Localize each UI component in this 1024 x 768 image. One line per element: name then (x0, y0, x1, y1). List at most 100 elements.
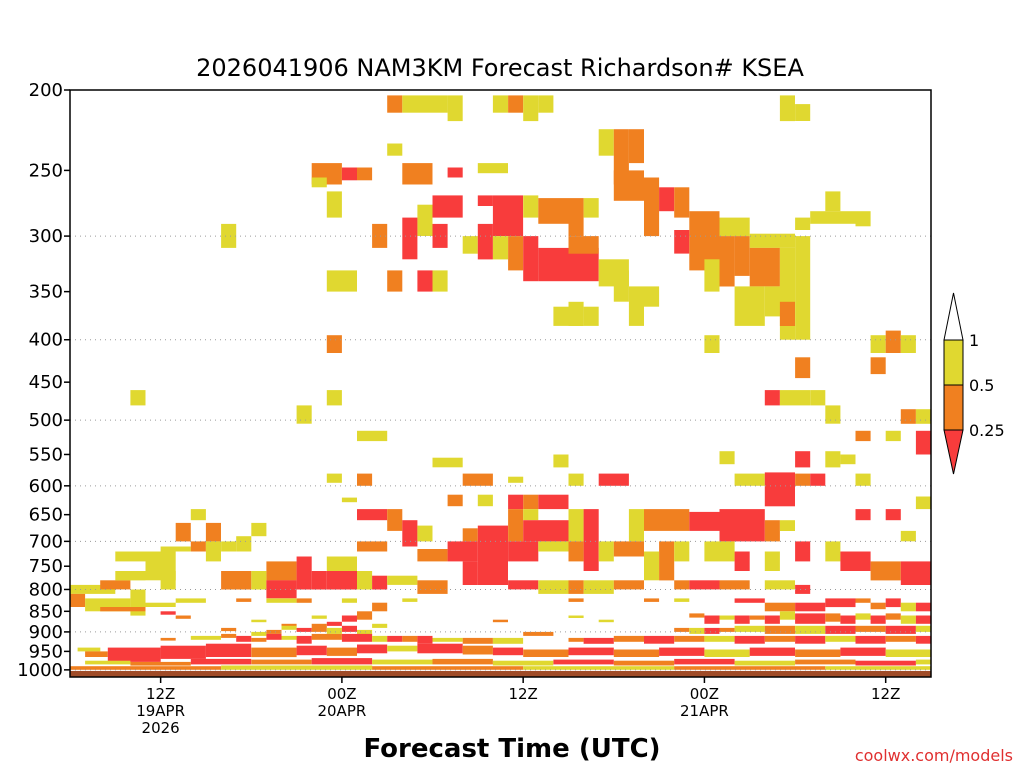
ri-cell-low (900, 561, 931, 585)
ri-cell-high (885, 430, 901, 442)
ri-cell-high (77, 647, 101, 652)
ri-cell-high (764, 580, 795, 590)
ri-cell-high (492, 236, 508, 260)
ri-cell-mid (402, 163, 433, 185)
ri-cell-high (870, 335, 886, 353)
ri-cell-high (825, 666, 931, 670)
ri-cell-high (734, 473, 765, 486)
ri-cell-low (795, 451, 811, 468)
ri-cell-high (795, 236, 811, 340)
ri-cell-low (523, 236, 539, 282)
ri-cell-low (341, 633, 373, 642)
ri-cell-mid (462, 637, 493, 644)
y-tick-label: 200 (29, 80, 63, 101)
ri-cell-high (749, 233, 795, 248)
ri-cell-low (734, 615, 750, 624)
ri-cell-mid (175, 522, 191, 542)
ri-cell-mid (311, 623, 327, 632)
ri-cell-high (764, 551, 780, 571)
ri-cell-mid (296, 598, 312, 603)
ri-cell-high (281, 625, 297, 630)
ri-cell-high (477, 163, 508, 174)
ri-cell-high (553, 454, 569, 468)
x-tick-label: 12Z (871, 685, 900, 703)
ri-cell-low (795, 613, 826, 624)
ri-cell-high (704, 635, 735, 642)
ri-cell-high (825, 451, 841, 468)
ri-cell-mid (372, 602, 388, 612)
ri-cell-mid (870, 357, 886, 375)
ri-cell-high (266, 598, 297, 603)
ri-cell-mid (100, 607, 146, 612)
ri-cell-high (326, 390, 342, 406)
ri-cell-mid (628, 129, 644, 164)
ri-cell-mid (719, 627, 735, 632)
legend-swatch-below-0.25 (943, 429, 964, 475)
ri-cell-mid (674, 580, 690, 590)
ri-cell-mid (432, 658, 493, 665)
ri-cell-high (402, 598, 418, 602)
ri-cell-low (205, 643, 252, 657)
ri-cell-high (704, 541, 735, 562)
ri-cell-low (704, 627, 720, 634)
ri-cell-high (85, 660, 131, 665)
ri-cell-mid (764, 635, 795, 642)
plot-cells (70, 95, 931, 670)
ri-cell-high (704, 649, 750, 657)
ri-cell-mid (221, 633, 237, 638)
ri-cell-mid (568, 637, 584, 642)
ri-cell-mid (719, 236, 735, 287)
x-tick-label: 2026 (142, 719, 180, 737)
ri-cell-low (659, 187, 675, 212)
ri-cell-low (477, 195, 493, 206)
ri-cell-mid (462, 528, 478, 542)
ri-cell-high (70, 584, 116, 594)
ri-cell-low (764, 615, 780, 624)
ri-cell-high (538, 580, 569, 594)
ri-cell-mid (357, 611, 373, 620)
y-tick-label: 950 (29, 641, 63, 662)
ri-cell-low (885, 598, 901, 608)
ri-cell-mid (613, 635, 644, 642)
ri-cell-low (719, 509, 765, 542)
ri-cell-high (598, 129, 614, 156)
ri-cell-high (462, 236, 478, 254)
ri-cell-high (311, 177, 327, 188)
ri-cell-mid (644, 598, 660, 602)
ri-cell-low (326, 571, 357, 590)
ri-cell-low (855, 635, 886, 644)
ri-cell-high (492, 95, 508, 113)
ri-cell-high (719, 451, 735, 465)
ri-cell-mid (659, 541, 675, 581)
ri-cell-low (810, 473, 826, 486)
ri-cell-low (749, 647, 795, 656)
ri-cell-high (885, 649, 931, 657)
ri-cell-low (341, 167, 357, 181)
ri-cell-high (115, 571, 146, 581)
ri-cell-high (326, 627, 342, 634)
ri-cell-high (523, 95, 539, 122)
y-tick-label: 900 (29, 622, 63, 643)
ri-cell-low (447, 167, 463, 178)
ri-cell-mid (568, 598, 584, 602)
ri-cell-mid (221, 571, 252, 590)
ri-cell-mid (357, 167, 373, 181)
y-tick-label: 350 (29, 282, 63, 303)
ri-cell-high (915, 496, 931, 510)
ri-cell-mid (900, 409, 916, 424)
ri-cell-high (341, 497, 357, 503)
legend-label: 0.25 (969, 421, 1005, 440)
ri-cell-high (115, 551, 146, 562)
ri-cell-high (508, 476, 524, 483)
ri-cell-low (644, 635, 675, 644)
ri-cell-high (387, 143, 403, 156)
ri-cell-mid (387, 509, 403, 531)
ri-cell-low (357, 644, 388, 654)
ri-cell-high (432, 457, 463, 468)
ri-cell-low (357, 509, 388, 521)
ri-cell-low (825, 625, 856, 634)
ri-cell-high (644, 551, 660, 581)
ri-cell-mid (236, 598, 252, 602)
ri-cell-high (900, 602, 916, 612)
ri-cell-mid (885, 613, 901, 620)
